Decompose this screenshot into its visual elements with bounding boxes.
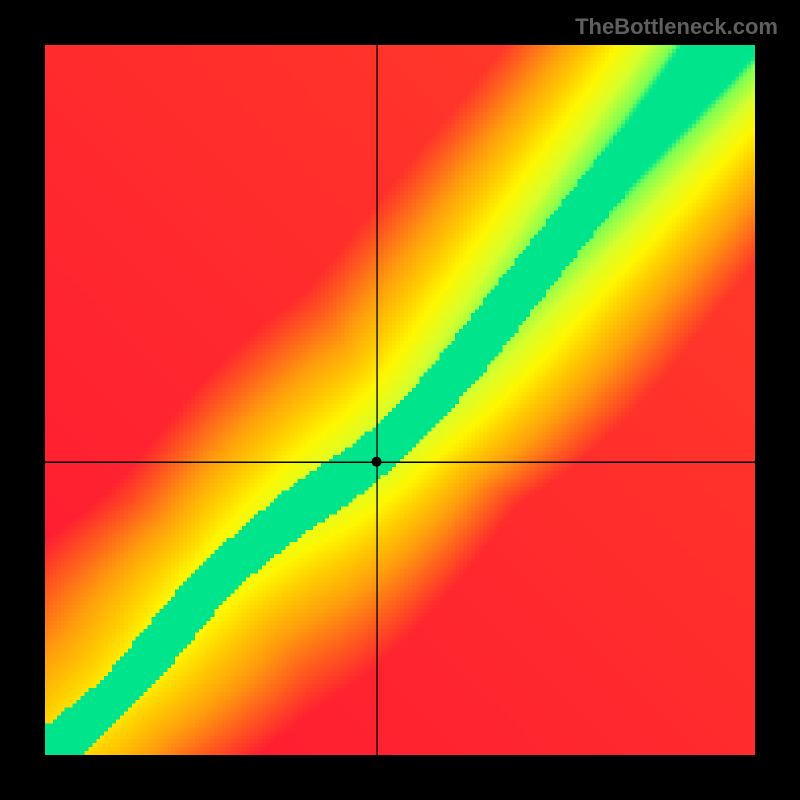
crosshair-overlay [45, 45, 755, 755]
chart-container: TheBottleneck.com [0, 0, 800, 800]
watermark-text: TheBottleneck.com [575, 14, 778, 40]
